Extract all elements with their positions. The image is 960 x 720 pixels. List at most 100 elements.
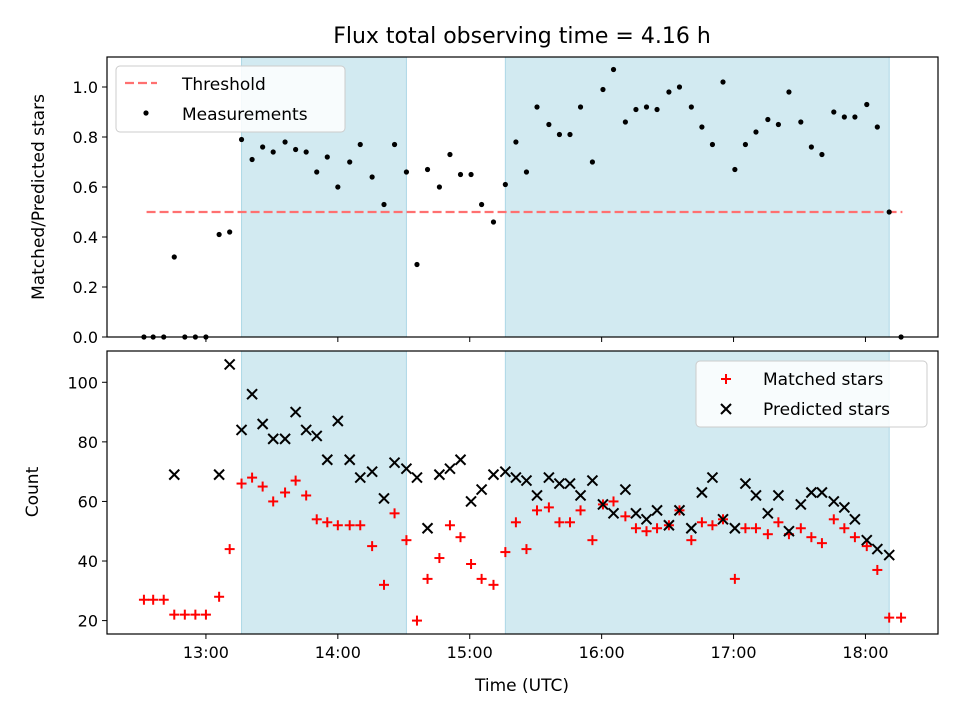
x-b — [750, 489, 762, 502]
x-b — [499, 465, 512, 478]
x-b — [564, 477, 576, 490]
x-b — [246, 388, 258, 400]
matched-star-point — [564, 517, 575, 528]
matched-star-point — [422, 573, 433, 584]
measurement-point — [238, 136, 245, 143]
matched-star-point — [476, 573, 487, 584]
matched-star-point — [630, 523, 641, 534]
x-tick-label: 14:00 — [315, 643, 361, 662]
measurement-point — [357, 141, 363, 148]
measurement-point — [589, 159, 596, 165]
predicted-star-point — [651, 504, 663, 517]
legend-predicted-swatch-b — [720, 403, 732, 415]
measurement-point — [556, 131, 563, 138]
matched-star-point — [773, 517, 784, 528]
measurement-point — [841, 114, 847, 120]
predicted-star-point — [279, 433, 291, 445]
measurement-point — [391, 141, 398, 148]
measurement-point — [886, 209, 892, 215]
measurement-point — [567, 131, 573, 138]
x-b — [256, 418, 269, 430]
matched-star-point — [389, 508, 400, 519]
predicted-star-point — [673, 504, 686, 517]
x-b — [640, 513, 653, 526]
predicted-star-point — [597, 498, 609, 511]
matched-star-point — [510, 517, 521, 528]
predicted-star-point — [795, 498, 807, 511]
x-b — [651, 504, 663, 517]
measurement-point — [808, 144, 814, 150]
measurement-point — [479, 201, 485, 208]
matched-star-point — [236, 478, 247, 489]
matched-star-point — [322, 517, 333, 528]
predicted-star-point — [883, 549, 895, 561]
matched-star-point — [290, 475, 301, 486]
measurement-point — [699, 124, 705, 130]
predicted-star-point — [706, 471, 719, 484]
x-b — [574, 489, 587, 502]
measurement-point — [798, 119, 804, 125]
legend-threshold-label: Threshold — [181, 75, 266, 95]
predicted-star-point — [378, 492, 390, 505]
y-tick-label: 40 — [78, 552, 98, 571]
predicted-star-point — [750, 489, 762, 502]
x-b — [311, 430, 323, 442]
predicted-star-point — [619, 483, 632, 496]
x-b — [553, 477, 566, 490]
measurement-point — [403, 169, 410, 175]
x-b — [762, 507, 774, 520]
measurement-point — [546, 121, 552, 128]
measurement-point — [688, 104, 694, 110]
x-b — [696, 486, 708, 499]
measurement-point — [523, 169, 530, 175]
predicted-star-point — [388, 457, 401, 469]
x-b — [321, 454, 333, 466]
x-b — [444, 462, 456, 475]
x-b — [663, 519, 675, 531]
predicted-star-point — [574, 489, 587, 502]
x-b — [433, 468, 446, 481]
predicted-star-point — [300, 424, 312, 436]
x-b — [510, 471, 522, 484]
measurement-point — [775, 121, 781, 128]
x-tick-label: 17:00 — [710, 643, 756, 662]
measurement-point — [666, 89, 672, 95]
x-b — [388, 457, 401, 469]
matched-star-point — [268, 496, 279, 507]
matched-star-point — [750, 523, 761, 534]
measurement-point — [216, 231, 222, 238]
x-b — [213, 468, 225, 481]
measurement-point — [753, 129, 759, 135]
bottom-panel: 20 40 60 80 100 13:00 14:00 15:00 16:00 17:00 18:0… — [67, 350, 939, 662]
predicted-star-point — [510, 471, 522, 484]
matched-star-point — [575, 505, 586, 516]
matched-star-point — [500, 547, 511, 558]
predicted-star-point — [332, 415, 344, 427]
measurement-point — [293, 146, 299, 153]
matched-star-point — [641, 526, 652, 537]
predicted-star-point — [311, 430, 323, 442]
legend-box — [695, 360, 928, 428]
x-b — [795, 498, 807, 511]
x-b — [597, 498, 609, 511]
predicted-star-point — [168, 468, 180, 481]
x-b — [739, 477, 752, 490]
measurement-point — [335, 184, 341, 190]
matched-star-point — [332, 520, 343, 531]
predicted-star-point — [433, 468, 446, 481]
y-tick-label: 0.2 — [73, 278, 98, 297]
matched-star-point — [686, 535, 697, 546]
predicted-star-point — [564, 477, 576, 490]
predicted-star-point — [343, 454, 356, 466]
legend-matched-label: Matched stars — [763, 370, 883, 390]
x-b — [332, 415, 344, 427]
x-b — [586, 474, 599, 487]
predicted-star-point — [235, 424, 248, 436]
x-b — [411, 471, 423, 484]
matched-star-point — [816, 538, 827, 549]
x-b — [454, 454, 467, 466]
predicted-star-point — [772, 489, 785, 502]
x-b — [475, 483, 488, 496]
matched-star-point — [344, 520, 355, 531]
measurement-point — [610, 66, 617, 73]
